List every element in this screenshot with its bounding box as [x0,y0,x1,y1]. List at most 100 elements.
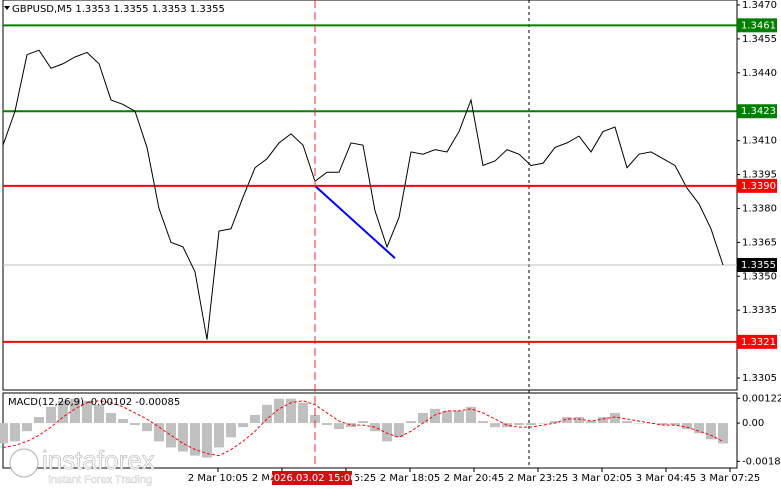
y-tick-label: 1.3410 [742,136,777,147]
y-tick-label: 1.3350 [742,271,777,282]
macd-bar [106,412,116,424]
x-tick-label: 2 Mar 10:05 [188,473,248,484]
y-tick-label: 1.3380 [742,203,777,214]
macd-bar [238,423,248,428]
logo: instaforex Instant Forex Trading [9,445,155,486]
macd-bar [394,423,404,438]
logo-icon [9,448,39,478]
macd-bar [0,423,8,444]
y-tick-label: 1.3305 [742,373,777,384]
macd-bar [418,412,428,424]
macd-bar [322,423,332,426]
macd-bar [490,423,500,428]
macd-bar [550,421,560,424]
macd-bar [94,404,104,424]
level-label: 1.3390 [741,181,776,192]
macd-bar [406,421,416,424]
x-tick-label: 3 Mar 02:05 [572,473,632,484]
macd-bar [634,423,644,424]
last-price-box [737,257,777,272]
macd-bar [274,398,284,424]
macd-bar [226,423,236,438]
macd-bar [658,423,668,426]
y-tick-label: 1.3395 [742,170,777,181]
macd-bar [382,423,392,442]
macd-bar [166,423,176,448]
macd-bar [346,423,356,428]
x-tick-label: 2 Mar 18:05 [380,473,440,484]
macd-bar [58,400,68,424]
macd-bar [178,423,188,452]
logo-name: instaforex [42,445,155,475]
y-tick-label: 0.00 [742,418,764,429]
macd-bar [538,423,548,424]
macd-bar [118,419,128,424]
x-tick-label: 2 Mar 23:25 [508,473,568,484]
macd-bar [358,421,368,424]
macd-bar [298,402,308,424]
macd-bar [706,423,716,440]
macd-bar [526,423,536,426]
level-label-box [737,178,777,193]
macd-bar [466,406,476,424]
macd-bar [286,398,296,424]
macd-bar [622,421,632,424]
x-tick-label: 2 Mar 20:45 [444,473,504,484]
level-label-box [737,104,777,119]
y-tick-label: 1.3365 [742,237,777,248]
macd-bar [10,423,20,442]
macd-bar [646,423,656,424]
macd-bar [334,423,344,430]
macd-bar [202,423,212,458]
title-arrow [4,6,10,10]
macd-bar [310,414,320,424]
level-label: 1.3423 [741,106,776,117]
y-tick-label: 1.3470 [742,0,777,11]
x-tick-label: 3 Mar 04:45 [636,473,696,484]
crosshair-label-box [272,471,352,485]
macd-bar [22,423,32,432]
macd-bar [694,423,704,434]
macd-bar [130,423,140,426]
x-tick-label: 3 Mar 07:25 [700,473,760,484]
price-line [2,49,724,340]
y-tick-label: -0.00188 [742,456,781,467]
macd-bar [586,421,596,424]
macd-bar [46,406,56,424]
macd-bar [514,423,524,426]
macd-bar [142,423,152,432]
level-label-box [737,18,777,33]
level-label-box [737,334,777,349]
price-title: GBPUSD,M5 1.3353 1.3355 1.3353 1.3355 [12,4,225,15]
macd-title: MACD(12,26,9) -0.00102 -0.00085 [8,397,180,408]
level-label: 1.3461 [741,20,776,31]
trendline [314,185,396,259]
macd-bar [718,423,728,444]
crosshair-label: 2026.03.02 15:00 [267,473,356,484]
y-tick-label: 1.3335 [742,305,777,316]
price-panel-frame [2,0,738,391]
macd-bar [262,404,272,424]
last-price-label: 1.3355 [741,260,776,271]
macd-bar [34,416,44,424]
macd-bar [82,400,92,424]
macd-bar [214,423,224,448]
level-label: 1.3321 [741,337,776,348]
logo-tagline: Instant Forex Trading [48,474,152,486]
macd-bar [598,416,608,424]
macd-bar [682,423,692,430]
macd-bar [574,416,584,424]
macd-bar [478,421,488,424]
macd-bar [430,408,440,424]
macd-bar [70,398,80,424]
macd-bar [190,423,200,456]
macd-bar [442,410,452,424]
macd-bar [250,414,260,424]
y-tick-label: 1.3440 [742,68,777,79]
macd-bar [670,423,680,426]
signal-line [2,400,724,457]
macd-bar [154,423,164,442]
